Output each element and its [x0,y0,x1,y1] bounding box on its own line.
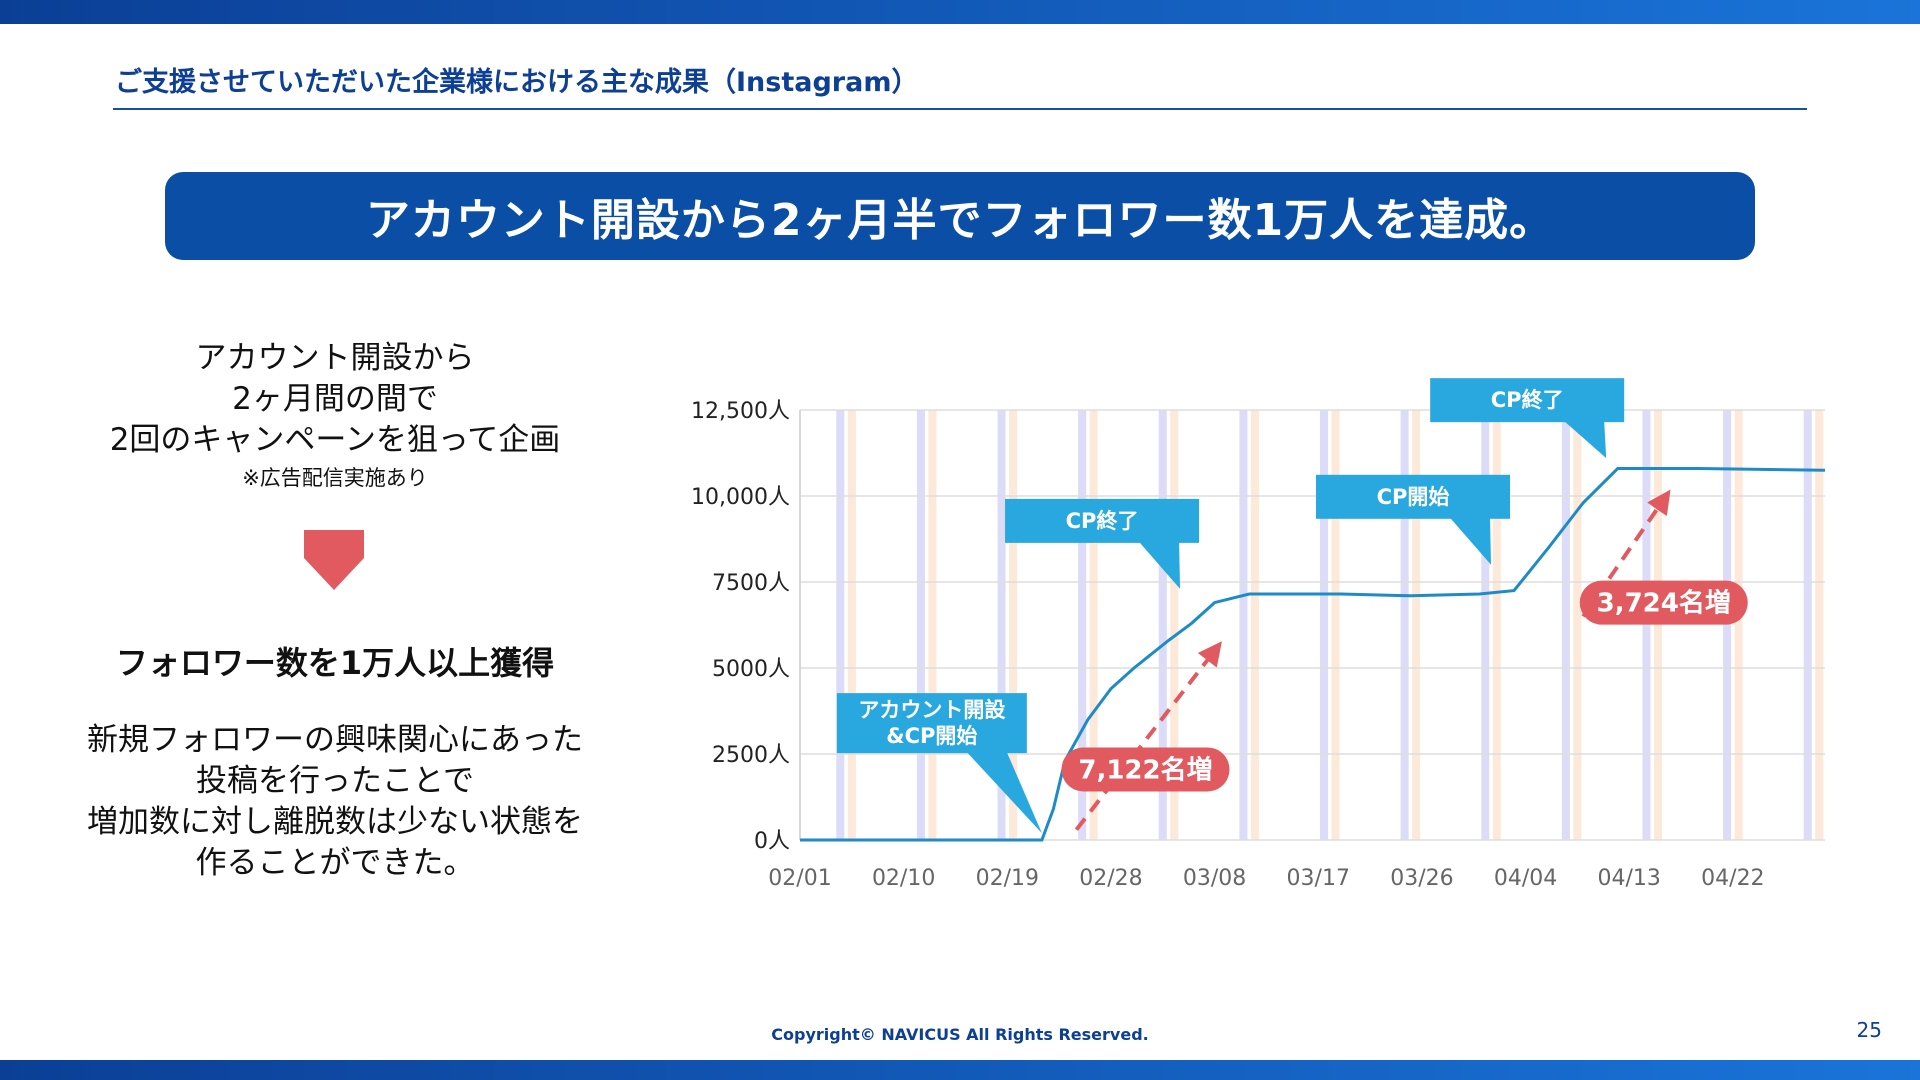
weekend-stripe [997,410,1006,840]
weekend-stripe [1319,410,1329,840]
x-tick-label: 04/13 [1598,866,1661,891]
callout-pointer [1450,517,1492,565]
callout-box [1430,378,1625,423]
increase-badge [1579,580,1748,625]
weekend-stripe [1653,410,1663,840]
callout-box [1316,474,1511,519]
description-text: 新規フォロワーの興味関心にあった 投稿を行ったことで 増加数に対し離脱数は少ない… [40,720,630,884]
y-tick-label: 10,000人 [691,485,790,510]
weekend-stripe [1412,410,1421,840]
weekend-stripe [1573,410,1582,840]
weekend-stripe [1078,410,1087,840]
weekend-stripe [1492,410,1501,840]
follower-line-chart: 0人 2500人 5000人 7500人 10,000人 12,500人 02/01 02/1… [691,378,1826,891]
callout-label: アカウント開設 [858,698,1006,722]
weekend-stripe [1815,410,1824,840]
weekend-stripe [1158,410,1167,840]
weekend-stripe [1400,410,1409,840]
weekend-stripe [1239,410,1248,840]
weekend-stripe [1089,410,1098,840]
weekend-stripe [847,410,856,840]
callout-label: CP終了 [1491,388,1564,412]
weekend-stripe [1723,410,1732,840]
weekend-stripe [1734,410,1743,840]
desc-line: 増加数に対し離脱数は少ない状態を [87,804,583,840]
weekend-stripe [1250,410,1259,840]
increase-label: 3,724名増 [1597,588,1731,619]
x-tick-label: 02/28 [1079,866,1142,891]
callout-pointer [1564,421,1607,459]
weekend-stripe [1009,410,1018,840]
y-tick-label: 0人 [754,829,790,854]
copyright-text: Copyright© NAVICUS All Rights Reserved. [771,1025,1149,1044]
x-tick-label: 04/22 [1701,866,1764,891]
callout-pointer [966,752,1042,834]
y-tick-label: 12,500人 [691,399,790,424]
x-tick-label: 02/01 [768,866,831,891]
desc-line: 作ることができた。 [195,845,475,881]
result-headline: フォロワー数を1万人以上獲得 [115,644,555,682]
x-tick-label: 04/04 [1494,866,1557,891]
increase-badge [1061,747,1230,792]
callout-label: CP終了 [1066,509,1139,533]
weekend-stripe [1481,410,1490,840]
weekend-stripe [836,410,845,840]
headline-text: アカウント開設から2ヶ月半でフォロワー数1万人を達成。 [365,195,1555,246]
down-arrow-icon [304,530,364,590]
y-tick-label: 7500人 [712,571,790,596]
weekend-stripe [928,410,937,840]
headline-banner: アカウント開設から2ヶ月半でフォロワー数1万人を達成。 [165,172,1755,260]
x-tick-label: 03/26 [1390,866,1453,891]
x-tick-label: 02/19 [976,866,1039,891]
bottom-accent-bar [0,1060,1920,1080]
page-number: 25 [1856,1018,1882,1042]
title-divider [113,108,1807,110]
callout-label: CP開始 [1377,485,1450,509]
weekend-stripe [1170,410,1179,840]
intro-line: アカウント開設から [195,340,475,376]
increase-label: 7,122名増 [1078,754,1212,785]
callout-box [836,693,1027,754]
callout-box [1005,498,1200,543]
increase-arrow [1074,641,1222,831]
follower-series-line [800,467,1826,842]
y-tick-label: 5000人 [712,657,790,682]
x-tick-label: 02/10 [872,866,935,891]
ad-note: ※広告配信実施あり [242,466,428,490]
section-title: ご支援させていただいた企業様における主な成果（Instagram） [115,67,919,98]
desc-line: 投稿を行ったことで [195,763,475,799]
intro-line: 2回のキャンペーンを狙って企画 [109,422,561,458]
top-accent-bar [0,0,1920,24]
intro-text: アカウント開設から 2ヶ月間の間で 2回のキャンペーンを狙って企画 [40,338,630,461]
weekend-stripe [916,410,925,840]
x-tick-label: 03/17 [1287,866,1350,891]
intro-line: 2ヶ月間の間で [232,381,438,417]
x-tick-label: 03/08 [1183,866,1246,891]
weekend-stripe [1331,410,1340,840]
y-tick-label: 2500人 [712,743,790,768]
desc-line: 新規フォロワーの興味関心にあった [87,722,583,758]
weekend-stripe [1803,410,1812,840]
callout-pointer [1139,541,1181,589]
weekend-stripe [1561,410,1570,840]
callout-label: &CP開始 [886,724,977,748]
weekend-stripe [1642,410,1651,840]
